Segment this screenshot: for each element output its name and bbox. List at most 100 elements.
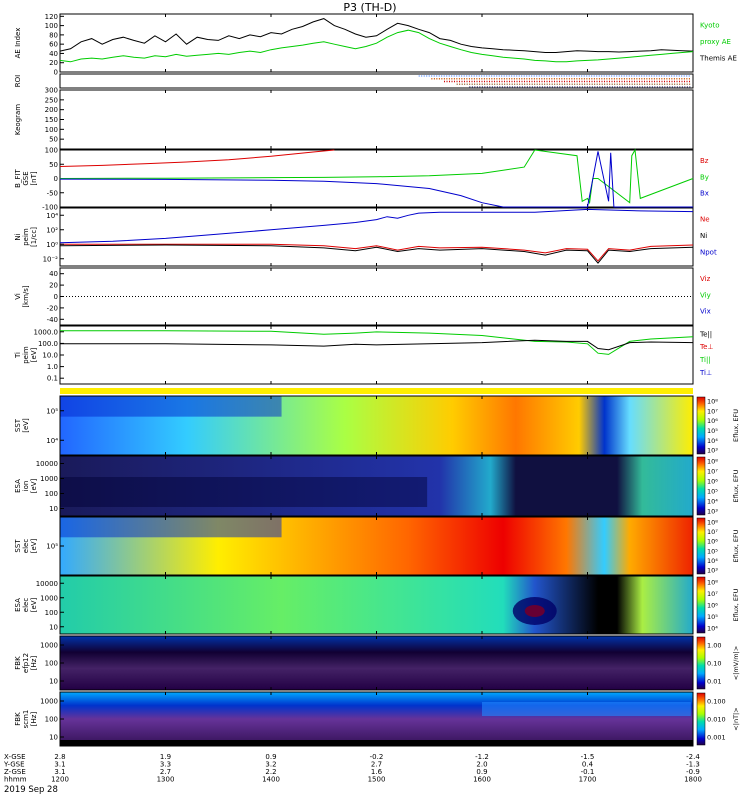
x-axis-tick-label: 1.6 (371, 768, 383, 776)
colorbar-tick-label: 10⁷ (707, 590, 718, 598)
y-axis-label: ESA (14, 598, 22, 612)
heatmap-image (60, 692, 693, 746)
y-tick-label: 10000 (36, 460, 58, 468)
heatmap-image (60, 636, 693, 690)
colorbar-tick-label: 10³ (707, 567, 718, 575)
y-tick-label: 10⁵ (46, 407, 58, 415)
colorbar-tick-label: 10⁴ (707, 625, 718, 633)
series-line-ti (60, 330, 694, 355)
colorbar-tick-label: 10⁶ (707, 417, 718, 425)
colorbar-tick-label: 10⁷ (707, 528, 718, 536)
colorbar-label: Eflux, EFU (732, 529, 740, 562)
panel-frame (59, 325, 694, 385)
legend-entry: Te|| (699, 330, 712, 338)
heatmap-image (60, 456, 693, 516)
colorbar (696, 396, 706, 455)
y-tick-label: 10 (49, 623, 58, 631)
y-axis-label: FBK (14, 656, 22, 670)
y-axis-label: [eV] (30, 597, 38, 612)
x-axis-tick-label: -1.2 (475, 753, 489, 761)
y-tick-label: 10⁻² (43, 255, 59, 263)
x-axis-tick-label: 2.2 (265, 768, 276, 776)
y-axis-label: [1/cc] (30, 227, 38, 247)
legend-entry: Ti⊥ (699, 369, 712, 377)
series-line-ni (59, 244, 694, 264)
panel-fbk-bfield: FBK scm1 [Hz] 10 100 1000 0.001 0.010 0.100 <|nT|… (14, 691, 740, 747)
colorbar-tick-label: 10³ (707, 447, 718, 455)
x-axis-tick-label: -0.1 (581, 768, 595, 776)
y-axis-label: scm1 (22, 710, 30, 729)
colorbar-tick-label: 0.10 (707, 660, 721, 668)
colorbar-tick-label: 10⁶ (707, 602, 718, 610)
legend-entry: Vix (700, 308, 711, 316)
legend-entry: Viy (700, 291, 711, 299)
y-tick-label: 250 (45, 96, 58, 104)
colorbar-label: Eflux, EFU (732, 409, 740, 442)
colorbar-tick-label: 10⁶ (707, 538, 718, 546)
y-tick-label: 10000 (36, 580, 58, 588)
x-axis-tick-label: 3.2 (265, 761, 276, 769)
y-tick-label: 0 (54, 175, 58, 183)
y-axis-label: SST (14, 539, 22, 553)
y-tick-label: -50 (47, 189, 58, 197)
colorbar-tick-label: 1.00 (707, 642, 721, 650)
x-axis-tick-label: 1500 (368, 776, 386, 784)
colorbar (696, 636, 706, 690)
y-tick-label: 200 (45, 106, 58, 114)
panel-temperature: Ti peim [eV] Te|| Te⊥ Ti|| Ti⊥ 0.1 1.0 10.0 100.0 1… (14, 325, 714, 385)
series-line-by (59, 148, 694, 205)
y-tick-label: 0 (54, 293, 58, 301)
colorbar-tick-label: 10⁵ (707, 488, 718, 496)
y-tick-label: 100.0 (38, 340, 58, 348)
y-tick-label: 40 (49, 50, 58, 58)
heatmap-band (60, 477, 428, 507)
y-axis-label: Ti (14, 352, 22, 359)
panel-esa-ion: ESA ion [eV] 10 100 1000 10000 10³ 10⁴ 10⁵ 10⁶ 10⁷ 1… (14, 455, 740, 517)
y-axis-label: elec (22, 598, 30, 613)
y-axis-label: [nT] (30, 171, 38, 185)
heatmap-band (524, 605, 545, 617)
x-axis-tick-label: 0.9 (265, 753, 276, 761)
colorbar-tick-label: 10⁸ (707, 458, 718, 466)
y-tick-label: 10⁵ (46, 543, 58, 551)
x-axis-tick-label: -2.4 (686, 753, 700, 761)
y-tick-label: 10⁴ (46, 212, 58, 220)
y-tick-label: 100 (45, 147, 58, 155)
y-tick-label: 1000.0 (34, 328, 59, 336)
y-axis-label: ion (22, 481, 30, 492)
x-axis-ephemeris: X-GSEY-GSEZ-GSEhhmm2.83.13.112001.93.32.… (3, 753, 702, 784)
y-axis-label: ROI (14, 75, 22, 87)
colorbar-tick-label: 10⁴ (707, 498, 718, 506)
y-tick-label: 60 (49, 41, 58, 49)
y-tick-label: 100 (45, 22, 58, 30)
x-axis-tick-label: -0.2 (370, 753, 384, 761)
y-axis-label: peim (22, 346, 30, 364)
series-line-te (60, 339, 694, 351)
y-axis-label: peim (22, 228, 30, 246)
colorbar-tick-label: 10⁶ (707, 478, 718, 486)
colorbar (696, 576, 706, 634)
y-axis-label: Vi (14, 293, 22, 300)
y-tick-label: 100 (45, 609, 58, 617)
y-tick-label: 40 (49, 270, 58, 278)
series-line-kyoto-proxy-ae (59, 29, 694, 63)
y-tick-label: -100 (42, 204, 58, 212)
y-axis-label: [eV] (30, 478, 38, 493)
y-tick-label: 300 (45, 87, 58, 95)
y-axis-label: Ni (14, 233, 22, 240)
colorbar (696, 692, 706, 746)
heatmap-band (60, 517, 282, 538)
series-line-npot (59, 208, 694, 244)
colorbar-tick-label: 0.01 (707, 678, 721, 686)
y-axis-label: B_FIT (14, 168, 22, 187)
x-axis-tick-label: 1400 (262, 776, 280, 784)
colorbar-tick-label: 10⁵ (707, 427, 718, 435)
y-tick-label: 10 (49, 678, 58, 686)
colorbar-tick-label: 10⁷ (707, 407, 718, 415)
heatmap-band (482, 702, 691, 716)
y-tick-label: 0 (54, 69, 58, 77)
x-axis-tick-label: -0.9 (686, 768, 700, 776)
